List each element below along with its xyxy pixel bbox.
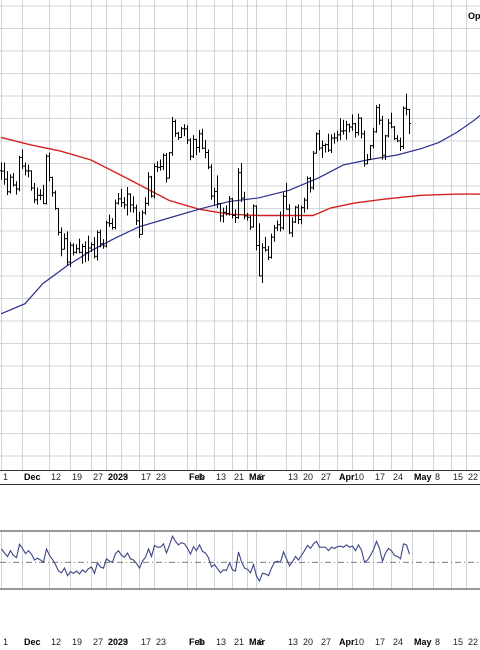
day-tick-label: 12 bbox=[51, 472, 61, 482]
day-tick-label: 17 bbox=[141, 472, 151, 482]
fast-moving-average-line bbox=[0, 114, 480, 315]
day-tick-label: 23 bbox=[156, 472, 166, 482]
price-x-axis: Dec 2023 Feb Mar Apr May 1 12 19 27 9 17 23 6 13 21 6 13 2… bbox=[3, 472, 478, 482]
day-tick-label: 19 bbox=[72, 637, 82, 647]
day-tick-label: 24 bbox=[393, 472, 403, 482]
day-tick-label: 17 bbox=[375, 472, 385, 482]
day-tick-label: 6 bbox=[198, 637, 203, 647]
day-tick-label: 10 bbox=[354, 637, 364, 647]
grid-lines bbox=[0, 0, 480, 589]
day-tick-label: 13 bbox=[288, 472, 298, 482]
day-tick-label: 20 bbox=[303, 637, 313, 647]
oscillator-panel bbox=[0, 530, 480, 590]
month-tick-label: Mar bbox=[249, 472, 266, 482]
day-tick-label: 19 bbox=[72, 472, 82, 482]
day-tick-label: 22 bbox=[468, 472, 478, 482]
day-tick-label: 17 bbox=[141, 637, 151, 647]
day-tick-label: 8 bbox=[435, 472, 440, 482]
month-tick-label: May bbox=[414, 637, 432, 647]
day-tick-label: 13 bbox=[216, 472, 226, 482]
month-tick-label: 2023 bbox=[108, 637, 128, 647]
day-tick-label: 13 bbox=[216, 637, 226, 647]
oscillator-frame bbox=[0, 530, 480, 590]
day-tick-label: 21 bbox=[234, 637, 244, 647]
oscillator-line bbox=[1, 534, 411, 583]
day-tick-label: 10 bbox=[354, 472, 364, 482]
month-tick-label: Apr bbox=[339, 472, 355, 482]
day-tick-label: 20 bbox=[303, 472, 313, 482]
moving-averages bbox=[0, 114, 480, 315]
day-tick-label: 24 bbox=[393, 637, 403, 647]
slow-moving-average-line bbox=[0, 136, 480, 217]
month-tick-label: 2023 bbox=[108, 472, 128, 482]
month-tick-label: Dec bbox=[24, 637, 41, 647]
month-tick-label: Feb bbox=[189, 637, 206, 647]
day-tick-label: 27 bbox=[93, 472, 103, 482]
month-tick-label: May bbox=[414, 472, 432, 482]
day-tick-label: 9 bbox=[123, 637, 128, 647]
day-tick-label: 27 bbox=[321, 472, 331, 482]
day-tick-label: 23 bbox=[156, 637, 166, 647]
day-tick-label: 8 bbox=[435, 637, 440, 647]
corner-label: Op bbox=[468, 11, 480, 21]
day-tick-label: 6 bbox=[258, 472, 263, 482]
day-tick-label: 22 bbox=[468, 637, 478, 647]
oscillator-x-axis: Dec 2023 Feb Mar Apr May 1 12 19 27 9 17 23 6 13 21 6 13 2… bbox=[3, 637, 478, 647]
day-tick-label: 6 bbox=[198, 472, 203, 482]
day-tick-label: 15 bbox=[453, 472, 463, 482]
month-tick-label: Dec bbox=[24, 472, 41, 482]
day-tick-label: 27 bbox=[93, 637, 103, 647]
day-tick-label: 13 bbox=[288, 637, 298, 647]
month-tick-label: Feb bbox=[189, 472, 206, 482]
day-tick-label: 1 bbox=[3, 637, 8, 647]
day-tick-label: 6 bbox=[258, 637, 263, 647]
day-tick-label: 21 bbox=[234, 472, 244, 482]
price-bars bbox=[0, 93, 411, 284]
month-tick-label: Mar bbox=[249, 637, 266, 647]
day-tick-label: 1 bbox=[3, 472, 8, 482]
day-tick-label: 9 bbox=[123, 472, 128, 482]
day-tick-label: 15 bbox=[453, 637, 463, 647]
month-tick-label: Apr bbox=[339, 637, 355, 647]
day-tick-label: 17 bbox=[375, 637, 385, 647]
day-tick-label: 12 bbox=[51, 637, 61, 647]
day-tick-label: 27 bbox=[321, 637, 331, 647]
